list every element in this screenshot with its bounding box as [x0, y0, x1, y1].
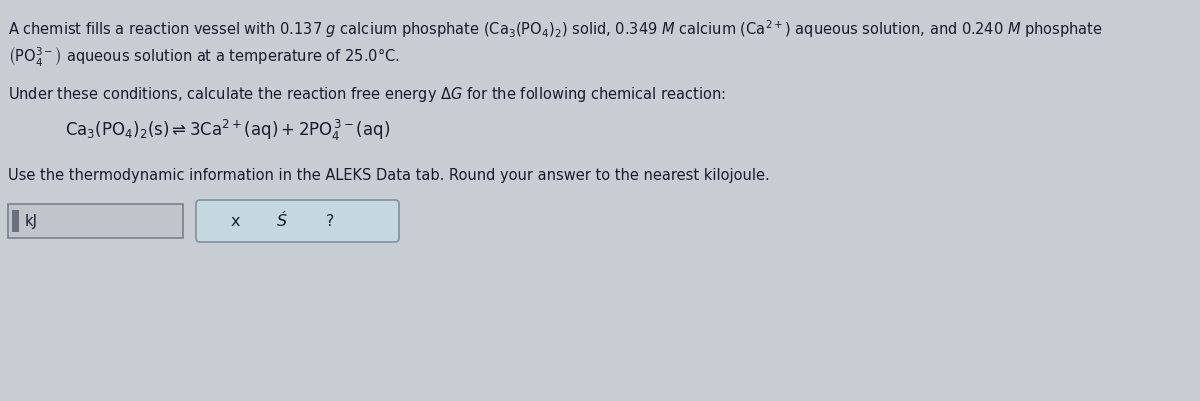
- Text: A chemist fills a reaction vessel with 0.137 $\mathit{g}$ calcium phosphate $\le: A chemist fills a reaction vessel with 0…: [8, 18, 1103, 40]
- Text: $\left(\mathrm{PO_4^{3-}}\right)$ aqueous solution at a temperature of 25.0°C.: $\left(\mathrm{PO_4^{3-}}\right)$ aqueou…: [8, 46, 400, 69]
- Text: Under these conditions, calculate the reaction free energy $\Delta G$ for the fo: Under these conditions, calculate the re…: [8, 85, 726, 104]
- Text: x: x: [230, 214, 240, 229]
- FancyBboxPatch shape: [8, 205, 182, 239]
- Text: ?: ?: [326, 214, 334, 229]
- FancyBboxPatch shape: [12, 211, 19, 233]
- Text: $\mathrm{Ca_3(PO_4)_2(s) \rightleftharpoons 3Ca^{2+}(aq)+2PO_4^{\,3-}(aq)}$: $\mathrm{Ca_3(PO_4)_2(s) \rightleftharpo…: [65, 118, 390, 143]
- Text: Ś: Ś: [277, 214, 287, 229]
- Text: kJ: kJ: [25, 214, 38, 229]
- Text: Use the thermodynamic information in the ALEKS Data tab. Round your answer to th: Use the thermodynamic information in the…: [8, 168, 769, 182]
- FancyBboxPatch shape: [196, 200, 398, 242]
